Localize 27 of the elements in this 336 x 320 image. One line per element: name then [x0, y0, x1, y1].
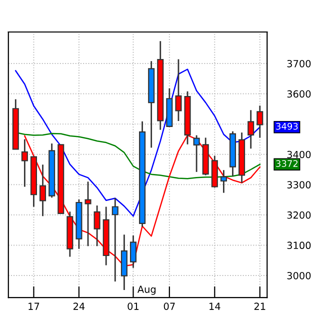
- x-tick-label: 21: [254, 302, 266, 310]
- x-tick-label: 17: [28, 302, 40, 310]
- annotation: Aug: [137, 286, 156, 295]
- y-tick-label: 3000: [287, 272, 311, 280]
- y-tick-label: 3400: [287, 150, 311, 158]
- candlestick: [130, 234, 137, 269]
- text: 3493: [276, 122, 298, 130]
- candlestick: [248, 109, 254, 150]
- y-tick-label: 3100: [287, 242, 311, 250]
- candlestick: [40, 164, 46, 217]
- candlestick: [193, 134, 200, 173]
- text: 3372: [276, 160, 298, 167]
- candlestick: [175, 58, 182, 122]
- y-tick-label: 3200: [287, 211, 311, 219]
- candlestick: [220, 169, 227, 194]
- x-tick-label: 07: [164, 302, 175, 310]
- x-tick-label: 01: [128, 302, 139, 310]
- candlestick: [256, 104, 264, 138]
- y-tick-label: 3300: [287, 181, 311, 188]
- candlestick: [112, 197, 118, 282]
- candlestick: [84, 180, 92, 247]
- y-tick-label: 3600: [287, 90, 311, 98]
- candlestick: [94, 204, 100, 247]
- line-series: [15, 68, 261, 217]
- x-tick-label: 24: [73, 302, 85, 310]
- y-tick-label: 3700: [287, 60, 311, 68]
- x-tick-label: 14: [210, 302, 220, 310]
